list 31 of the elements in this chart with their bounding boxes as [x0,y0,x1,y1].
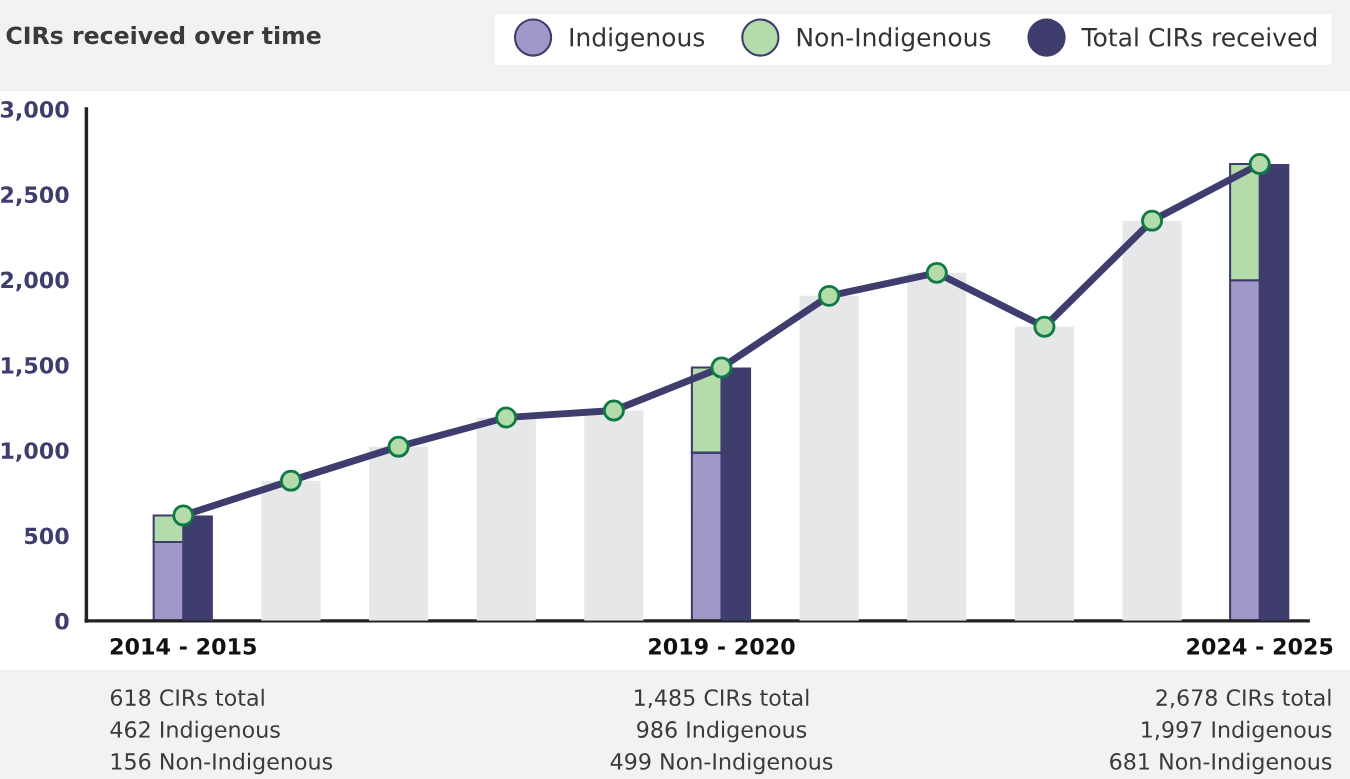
y-tick-label: 1,000 [1,442,69,462]
x-tick-label: 2024 - 2025 [1187,637,1333,655]
x-tick-label: 2019 - 2020 [649,637,795,655]
text: 681 Non-Indigenous [1110,752,1332,775]
x-tick-label: 2014 - 2015 [110,637,256,655]
bar [368,446,429,621]
text: 1,485 CIRs total [635,688,809,709]
bar [261,480,321,621]
text: 2,678 CIRs total [1156,688,1331,709]
chart-title: CIRs received over time [6,25,321,45]
bar [584,410,644,621]
legend-label: Indigenous [570,27,705,52]
bar [799,295,859,621]
y-tick-label: 1,500 [1,356,69,377]
y-tick-label: 2,000 [1,271,69,292]
text: 618 CIRs total [110,688,264,706]
legend-label: Non-Indigenous [797,27,991,52]
text: 1,997 Indigenous [1142,720,1332,743]
text: 499 Non-Indigenous [610,752,833,775]
bar [907,272,967,621]
text: 462 Indigenous [110,720,280,743]
bar [476,417,536,621]
y-tick-label: 3,000 [0,101,69,121]
bar [1014,326,1075,621]
y-tick-label: 500 [25,527,69,545]
y-tick-label: 0 [55,612,69,630]
legend-label: Total CIRs received [1081,27,1316,47]
text: 156 Non-Indigenous [111,752,333,775]
text: 986 Indigenous [637,720,807,743]
bar [1122,220,1182,621]
y-tick-label: 2,500 [1,186,69,206]
